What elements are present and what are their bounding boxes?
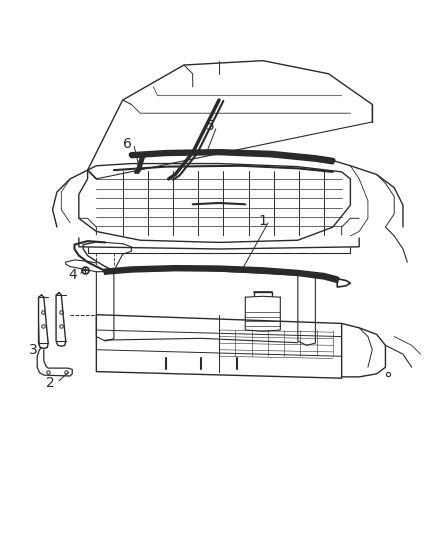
Text: 1: 1: [258, 214, 267, 228]
Text: 2: 2: [46, 376, 55, 390]
Text: 6: 6: [123, 137, 131, 151]
Text: 3: 3: [28, 343, 37, 357]
Text: 4: 4: [68, 268, 77, 282]
Text: 5: 5: [206, 119, 215, 133]
